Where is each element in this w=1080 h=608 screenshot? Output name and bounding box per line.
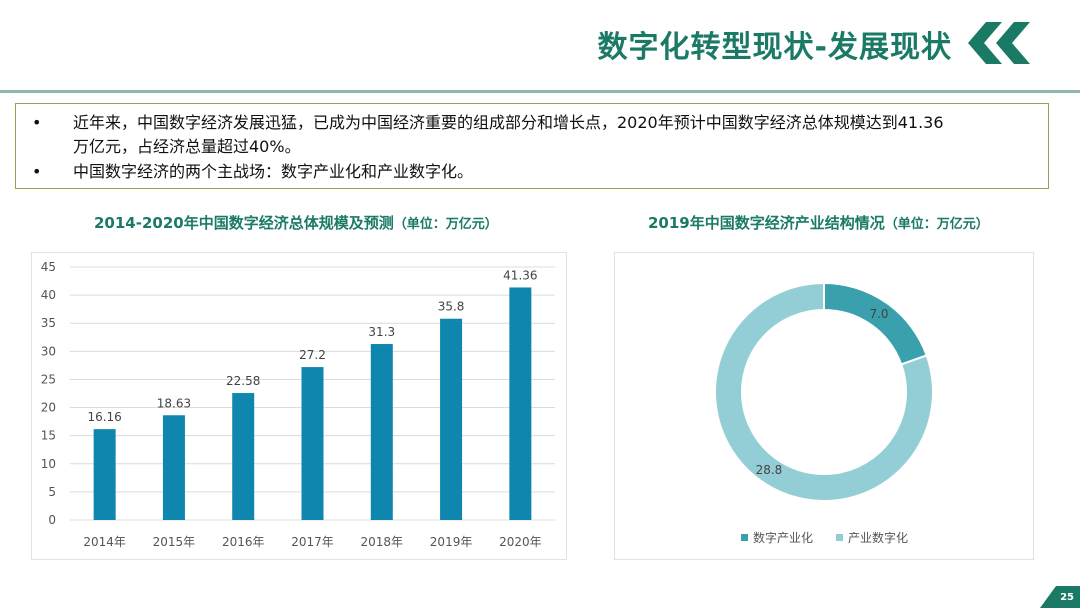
bar-value-label: 16.16 xyxy=(87,410,121,424)
y-tick-label: 25 xyxy=(41,372,56,386)
bar-value-label: 22.58 xyxy=(226,374,260,388)
bar xyxy=(509,287,532,520)
y-tick-label: 0 xyxy=(48,513,56,527)
summary-box: • 近年来，中国数字经济发展迅猛，已成为中国经济重要的组成部分和增长点，2020… xyxy=(15,103,1049,189)
legend-swatch xyxy=(741,534,748,541)
x-tick-label: 2015年 xyxy=(153,535,196,549)
title-divider xyxy=(0,90,1080,93)
y-tick-label: 20 xyxy=(41,401,56,415)
slice-value-label: 7.0 xyxy=(869,307,888,321)
bar xyxy=(162,415,185,520)
slice-value-label: 28.8 xyxy=(756,463,783,477)
y-tick-label: 35 xyxy=(41,316,56,330)
bar xyxy=(232,393,255,520)
bar-chart: 0 5 10 15 20 25 30 35 40 45 16.16 2014年 18.63 2015年 22… xyxy=(41,260,555,549)
y-tick-label: 30 xyxy=(41,344,56,358)
x-tick-label: 2016年 xyxy=(222,535,265,549)
page-title: 数字化转型现状-发展现状 xyxy=(597,30,952,65)
bar-chart-frame: 0 5 10 15 20 25 30 35 40 45 16.16 2014年 18.63 2015年 22… xyxy=(31,252,567,560)
x-tick-label: 2019年 xyxy=(430,535,473,549)
bullet-marker: • xyxy=(32,113,42,132)
x-tick-label: 2014年 xyxy=(83,535,126,549)
donut-chart-frame: 7.0 28.8 数字产业化 产业数字化 xyxy=(614,252,1034,560)
donut-slice xyxy=(823,281,928,366)
bar-value-label: 27.2 xyxy=(299,348,326,362)
legend-label: 产业数字化 xyxy=(848,530,908,545)
bar-chart-title: 2014-2020年中国数字经济总体规模及预测（单位：万亿元） xyxy=(94,214,498,232)
bar-value-label: 18.63 xyxy=(157,396,191,410)
bar xyxy=(370,344,393,520)
y-tick-label: 5 xyxy=(48,485,56,499)
bullet-text-line: 中国数字经济的两个主战场：数字产业化和产业数字化。 xyxy=(73,162,474,181)
x-tick-label: 2020年 xyxy=(499,535,542,549)
legend-label: 数字产业化 xyxy=(753,530,813,545)
bar-value-label: 31.3 xyxy=(368,325,395,339)
bullet-item: • 中国数字经济的两个主战场：数字产业化和产业数字化。 xyxy=(32,160,1052,184)
bullet-text-line: 近年来，中国数字经济发展迅猛，已成为中国经济重要的组成部分和增长点，2020年预… xyxy=(73,113,944,132)
x-tick-label: 2017年 xyxy=(291,535,334,549)
bar-value-label: 41.36 xyxy=(503,268,537,282)
double-chevron-left-icon xyxy=(968,22,1030,64)
donut-slice xyxy=(714,281,934,502)
y-tick-label: 15 xyxy=(41,429,56,443)
bar xyxy=(301,367,324,520)
donut-chart-title: 2019年中国数字经济产业结构情况（单位：万亿元） xyxy=(648,214,989,232)
bar-chart-unit: （单位：万亿元） xyxy=(393,217,498,232)
donut-chart: 7.0 28.8 数字产业化 产业数字化 xyxy=(714,281,934,545)
donut-chart-unit: （单位：万亿元） xyxy=(884,217,989,232)
page-number-badge xyxy=(1040,586,1080,608)
y-tick-label: 45 xyxy=(41,260,56,274)
bar xyxy=(440,318,463,520)
page-number: 25 xyxy=(1060,592,1074,603)
bullet-marker: • xyxy=(32,162,42,181)
bullet-item: • 近年来，中国数字经济发展迅猛，已成为中国经济重要的组成部分和增长点，2020… xyxy=(32,111,1052,159)
y-tick-label: 40 xyxy=(41,288,56,302)
bar-value-label: 35.8 xyxy=(438,300,465,314)
bullet-text-line: 万亿元，占经济总量超过40%。 xyxy=(73,137,301,156)
x-tick-label: 2018年 xyxy=(361,535,404,549)
y-tick-label: 10 xyxy=(41,457,56,471)
bar xyxy=(93,429,116,520)
legend-swatch xyxy=(836,534,843,541)
